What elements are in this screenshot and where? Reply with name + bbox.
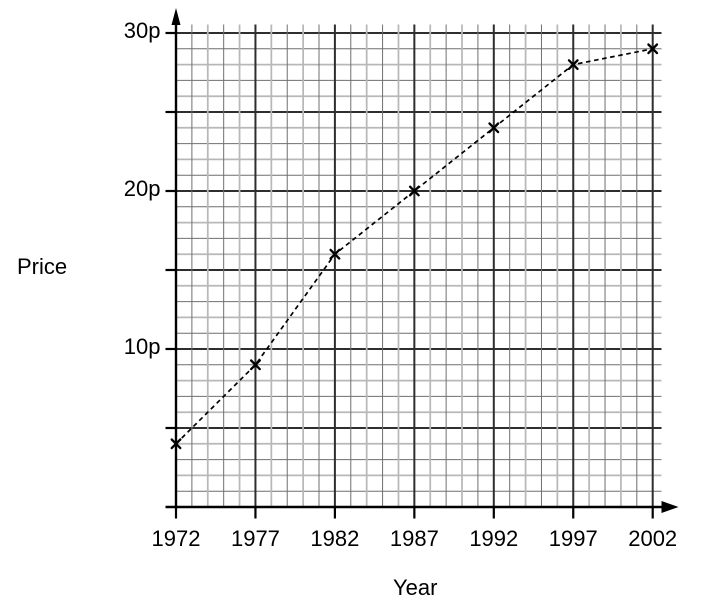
data-point-marker [250,359,261,371]
data-point-marker [488,122,500,134]
y-tick-label: 20p [124,176,161,201]
y-axis-arrowhead [171,8,181,25]
y-tick-label: 10p [124,334,161,359]
x-tick-label: 1987 [390,526,439,551]
y-axis-title: Price [17,254,68,279]
x-tick-label: 1992 [469,526,518,551]
data-point-marker [329,248,341,260]
x-tick-label: 2002 [628,526,677,551]
data-point-marker [567,59,579,71]
x-tick-label: 1997 [549,526,598,551]
data-point-marker [647,43,659,55]
x-axis-title: Year [393,575,438,600]
data-point-marker [170,438,182,450]
x-tick-label: 1977 [231,526,280,551]
data-point-marker [408,185,420,197]
y-tick-label: 30p [124,18,161,43]
x-axis-arrowhead [661,501,679,513]
x-tick-label: 1982 [310,526,359,551]
x-tick-label: 1972 [152,526,201,551]
